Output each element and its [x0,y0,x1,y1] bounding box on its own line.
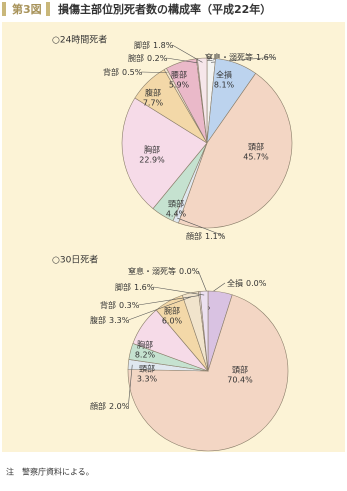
leader-line [153,286,205,296]
slice-name: 窒息・溺死等 [128,266,176,276]
slice-label: 顔部 1.1% [186,231,226,241]
value-label: 1.1% [205,232,226,241]
value-label: 3.3% [109,316,130,325]
slice-label: 腕部 [164,306,180,316]
slice-label: 頭部 [248,142,264,152]
leader-line [166,57,198,64]
value-label: 3.3% [137,375,158,384]
value-label: 6.0% [162,317,183,326]
slice-label: 背部 0.3% [100,300,140,310]
note: 注 警察庁資料による。 [6,467,94,477]
value-label: 70.4% [227,376,253,385]
value-label: 0.2% [147,54,168,63]
value-label: 1.6% [134,283,155,292]
slice-name: 全損 [227,278,243,288]
slice-label: 頸部 [168,199,184,209]
slice-name: 腕部 [128,53,144,63]
pie-slice [199,290,209,372]
slice-name: 脚部 [134,40,150,50]
value-label: 8.2% [135,351,156,360]
value-label: 8.1% [214,81,235,90]
pie-slice [197,57,208,144]
pie-slice [121,97,208,210]
page-title: 損傷主部位別死者数の構成率（平成22年） [58,2,271,16]
value-label: 0.5% [122,68,143,77]
value-label: 7.7% [143,99,164,108]
leader-line [138,295,200,306]
value-label: 2.0% [109,402,130,411]
value-label: 5.9% [169,81,190,90]
slice-name: 背部 [100,300,116,310]
slice-label: 全損 [216,70,232,80]
leader-line [128,364,133,407]
chart-title: ○24時間死者 [52,35,107,46]
pie-slice [127,294,289,452]
slice-name: 腹部 [90,315,106,325]
chart-title: ○30日死者 [52,255,98,266]
value-label: 0.0% [246,279,267,288]
slice-label: 胸部 [137,340,153,350]
leader-line [177,217,225,237]
slice-label: 背部 0.5% [103,67,143,77]
slice-name: 背部 [103,67,119,77]
slice-label: 腕部 0.2% [128,53,168,63]
leader-line [128,296,192,321]
slice-label: 腹部 3.3% [90,315,130,325]
slice-label: 腹部 [145,88,161,98]
slice-label: 頸部 [139,364,155,374]
slice-label: 窒息・溺死等 0.0% [128,266,200,276]
leader-line [141,71,168,73]
header-bar [2,2,6,16]
slice-name: 顔部 [186,231,202,241]
slice-label: 胸部 [144,145,160,155]
header-bar [46,2,50,16]
value-label: 1.8% [153,41,174,50]
slice-label: 脚部 1.8% [134,40,174,50]
value-label: 4.4% [166,210,187,219]
slice-label: 腰部 [171,70,187,80]
slice-label: 窒息・溺死等 1.6% [205,52,277,62]
slice-label: 脚部 1.6% [115,282,155,292]
slice-name: 顔部 [90,401,106,411]
figure-label: 第3図 [12,2,42,16]
value-label: 22.9% [139,156,165,165]
slice-name: 脚部 [115,282,131,292]
value-label: 0.0% [179,267,200,276]
slice-label: 頭部 [232,365,248,375]
value-label: 0.3% [119,301,140,310]
value-label: 45.7% [243,153,269,162]
value-label: 1.6% [256,53,277,62]
pie-slice [178,72,293,229]
slice-name: 窒息・溺死等 [205,52,253,62]
slice-label: 顔部 2.0% [90,401,130,411]
slice-label: 全損 0.0% [227,278,267,288]
leader-line [172,44,203,63]
